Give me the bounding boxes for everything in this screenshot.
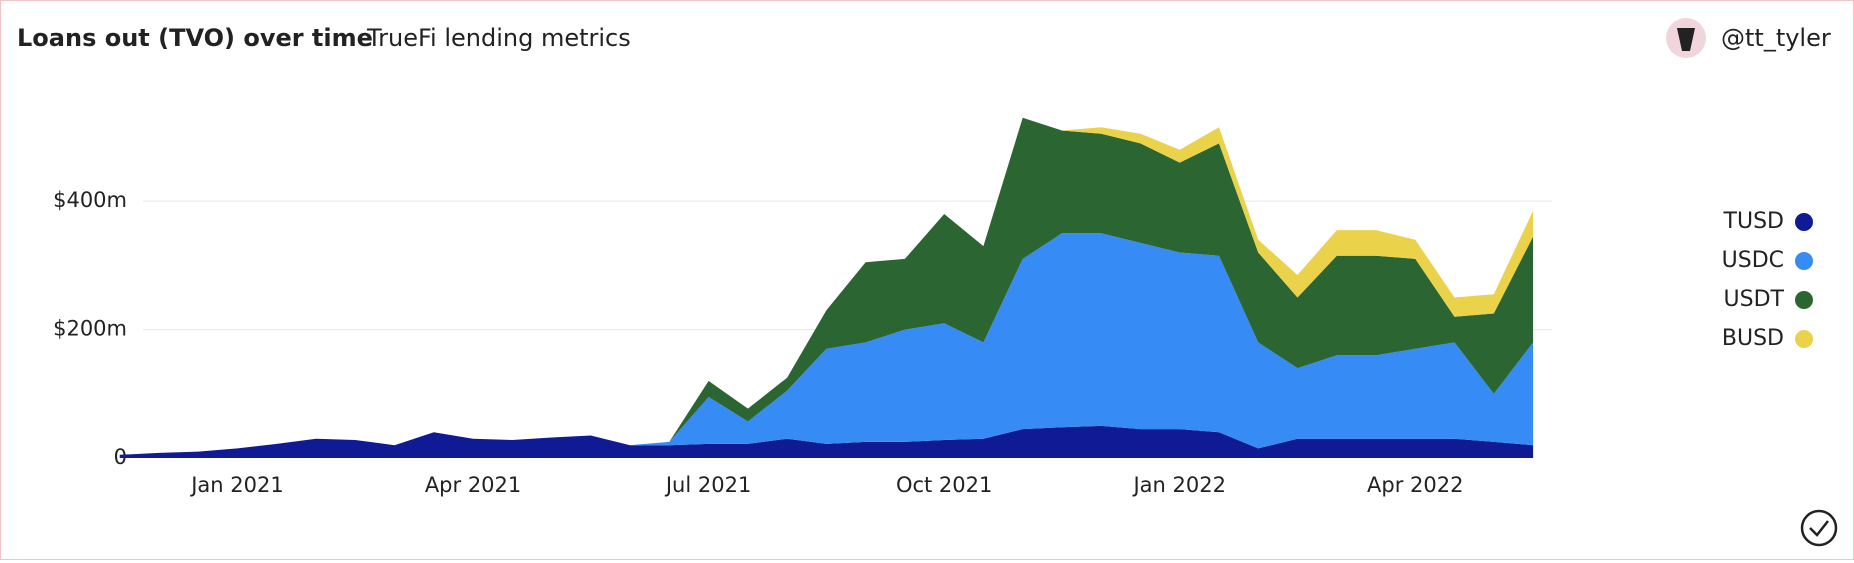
legend: TUSD USDC USDT BUSD [1722,209,1813,351]
legend-label: USDT [1724,287,1785,312]
check-circle [1800,509,1838,547]
legend-swatch [1795,213,1813,231]
legend-label: TUSD [1723,209,1784,234]
area-usdt [119,117,1534,455]
x-tick-label: Apr 2022 [1367,473,1463,497]
avatar-figure [1677,28,1695,51]
check-icon[interactable] [1800,509,1838,547]
legend-swatch [1795,291,1813,309]
y-tick-label: $400m [53,188,127,212]
chart-title: Loans out (TVO) over time [17,24,373,52]
user-avatar[interactable] [1666,18,1706,58]
x-tick-label: Apr 2021 [425,473,521,497]
user-name[interactable]: @tt_tyler [1721,24,1831,52]
legend-label: BUSD [1722,326,1784,351]
legend-label: USDC [1722,248,1784,273]
chart-subtitle: TrueFi lending metrics [366,24,631,52]
x-tick-label: Jul 2021 [664,473,751,497]
x-tick-label: Jan 2021 [189,473,284,497]
legend-swatch [1795,252,1813,270]
x-tick-label: Oct 2021 [896,473,992,497]
area-tusd [119,425,1534,458]
check-mark [1809,520,1829,537]
area-usdc [119,233,1534,455]
legend-swatch [1795,330,1813,348]
x-tick-label: Jan 2022 [1131,473,1226,497]
y-tick-label: $200m [53,317,127,341]
